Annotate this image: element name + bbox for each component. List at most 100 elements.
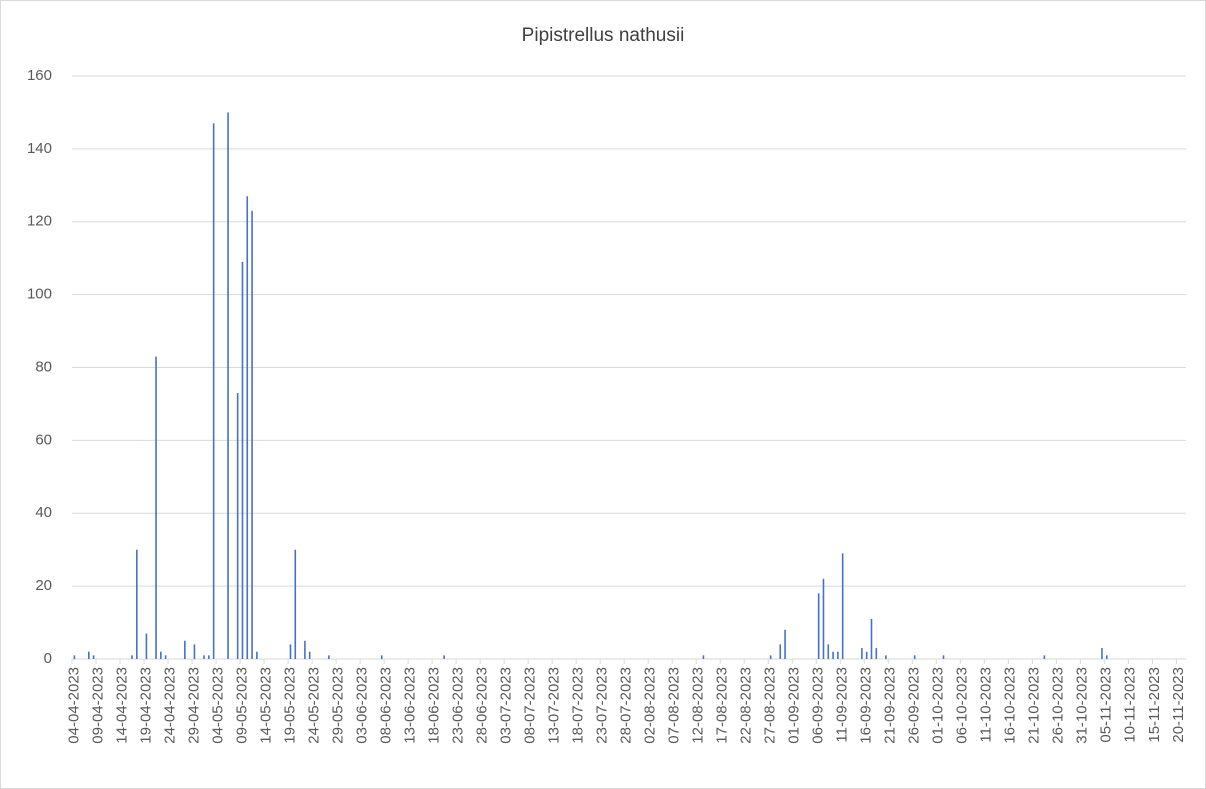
y-tick-label: 60 xyxy=(35,431,52,448)
bar xyxy=(212,123,215,659)
bar xyxy=(304,640,306,659)
bar xyxy=(1043,655,1046,659)
bar xyxy=(827,644,830,659)
x-tick-label: 07-08-2023 xyxy=(666,667,683,744)
x-tick-label: 03-06-2023 xyxy=(353,667,370,744)
bar xyxy=(875,648,878,659)
bar xyxy=(256,651,258,659)
bar xyxy=(155,356,157,659)
bar xyxy=(241,261,244,659)
bar xyxy=(443,655,445,659)
y-tick-label: 100 xyxy=(27,286,52,303)
bar xyxy=(289,644,292,659)
bar xyxy=(131,655,133,659)
y-tick-label: 80 xyxy=(35,358,52,375)
x-tick-label: 18-07-2023 xyxy=(570,667,587,744)
x-tick-label: 19-04-2023 xyxy=(137,667,154,744)
bar xyxy=(236,393,239,659)
x-tick-label: 27-08-2023 xyxy=(762,667,779,744)
x-tick-label: 03-07-2023 xyxy=(498,667,515,744)
x-tick-label: 02-08-2023 xyxy=(642,667,659,744)
x-tick-label: 09-04-2023 xyxy=(89,667,106,744)
y-tick-label: 40 xyxy=(35,504,52,521)
x-tick-label: 13-06-2023 xyxy=(401,667,418,744)
bar xyxy=(1105,655,1108,659)
x-tick-label: 01-09-2023 xyxy=(786,667,803,744)
y-tick-label: 140 xyxy=(27,140,52,157)
x-tick-label: 16-09-2023 xyxy=(858,667,875,744)
bar xyxy=(160,651,162,659)
bar xyxy=(817,593,820,659)
x-tick-label: 06-09-2023 xyxy=(810,667,827,744)
y-tick-label: 120 xyxy=(27,213,52,230)
x-tick-label: 04-04-2023 xyxy=(65,667,82,744)
y-tick-label: 20 xyxy=(35,577,52,594)
x-tick-label: 23-06-2023 xyxy=(450,667,467,744)
x-tick-label: 13-07-2023 xyxy=(546,667,563,744)
bar xyxy=(861,648,863,659)
bar xyxy=(702,655,705,659)
x-tick-label: 29-05-2023 xyxy=(329,667,346,744)
bar xyxy=(942,655,945,659)
bar xyxy=(837,651,839,659)
bar xyxy=(145,633,148,659)
bar xyxy=(308,651,311,659)
bar xyxy=(193,644,196,659)
x-tick-label: 28-07-2023 xyxy=(618,667,635,744)
x-tick-label: 11-10-2023 xyxy=(978,667,995,743)
x-tick-label: 16-10-2023 xyxy=(1002,667,1019,744)
bar xyxy=(832,651,834,659)
bar xyxy=(73,655,76,659)
bar xyxy=(779,644,782,659)
y-tick-label: 0 xyxy=(44,650,52,667)
x-tick-label: 18-06-2023 xyxy=(425,667,442,744)
bar xyxy=(246,196,249,659)
x-tick-label: 26-10-2023 xyxy=(1050,667,1067,744)
x-tick-label: 24-05-2023 xyxy=(305,667,322,744)
x-tick-label: 26-09-2023 xyxy=(906,667,923,744)
x-tick-label: 14-05-2023 xyxy=(257,667,274,744)
bar xyxy=(769,655,772,659)
x-tick-label: 28-06-2023 xyxy=(474,667,491,744)
chart-title: Pipistrellus nathusii xyxy=(522,25,685,46)
bar xyxy=(227,112,229,659)
x-tick-label: 09-05-2023 xyxy=(233,667,250,744)
x-tick-label: 22-08-2023 xyxy=(738,667,755,744)
bar xyxy=(822,578,825,659)
bar xyxy=(136,549,138,659)
x-tick-label: 08-07-2023 xyxy=(522,667,539,744)
x-tick-label: 19-05-2023 xyxy=(281,667,298,744)
bar xyxy=(184,640,186,659)
x-tick-label: 05-11-2023 xyxy=(1098,667,1115,743)
x-tick-label: 11-09-2023 xyxy=(834,667,851,743)
bar xyxy=(203,655,205,659)
x-tick-label: 21-10-2023 xyxy=(1026,667,1043,744)
bar xyxy=(251,210,253,659)
x-tick-label: 12-08-2023 xyxy=(690,667,707,744)
bar xyxy=(784,629,786,659)
bar xyxy=(92,655,95,659)
x-tick-label: 17-08-2023 xyxy=(714,667,731,744)
bar xyxy=(380,655,383,659)
x-tick-label: 01-10-2023 xyxy=(930,667,947,744)
x-tick-label: 20-11-2023 xyxy=(1170,667,1187,743)
x-tick-label: 04-05-2023 xyxy=(209,667,226,744)
x-tick-label: 31-10-2023 xyxy=(1074,667,1091,744)
bar xyxy=(164,655,167,659)
bar xyxy=(885,655,887,659)
x-tick-label: 21-09-2023 xyxy=(882,667,899,744)
bar xyxy=(88,651,90,659)
x-tick-label: 24-04-2023 xyxy=(161,667,178,744)
bar xyxy=(913,655,916,659)
bar xyxy=(208,655,210,659)
x-tick-label: 08-06-2023 xyxy=(377,667,394,744)
bar xyxy=(865,651,868,659)
y-tick-label: 160 xyxy=(27,67,52,84)
bar xyxy=(870,618,873,659)
x-tick-label: 14-04-2023 xyxy=(113,667,130,744)
x-tick-label: 23-07-2023 xyxy=(594,667,611,744)
bar xyxy=(1101,648,1103,659)
x-tick-label: 10-11-2023 xyxy=(1122,667,1139,743)
bar xyxy=(328,655,330,659)
